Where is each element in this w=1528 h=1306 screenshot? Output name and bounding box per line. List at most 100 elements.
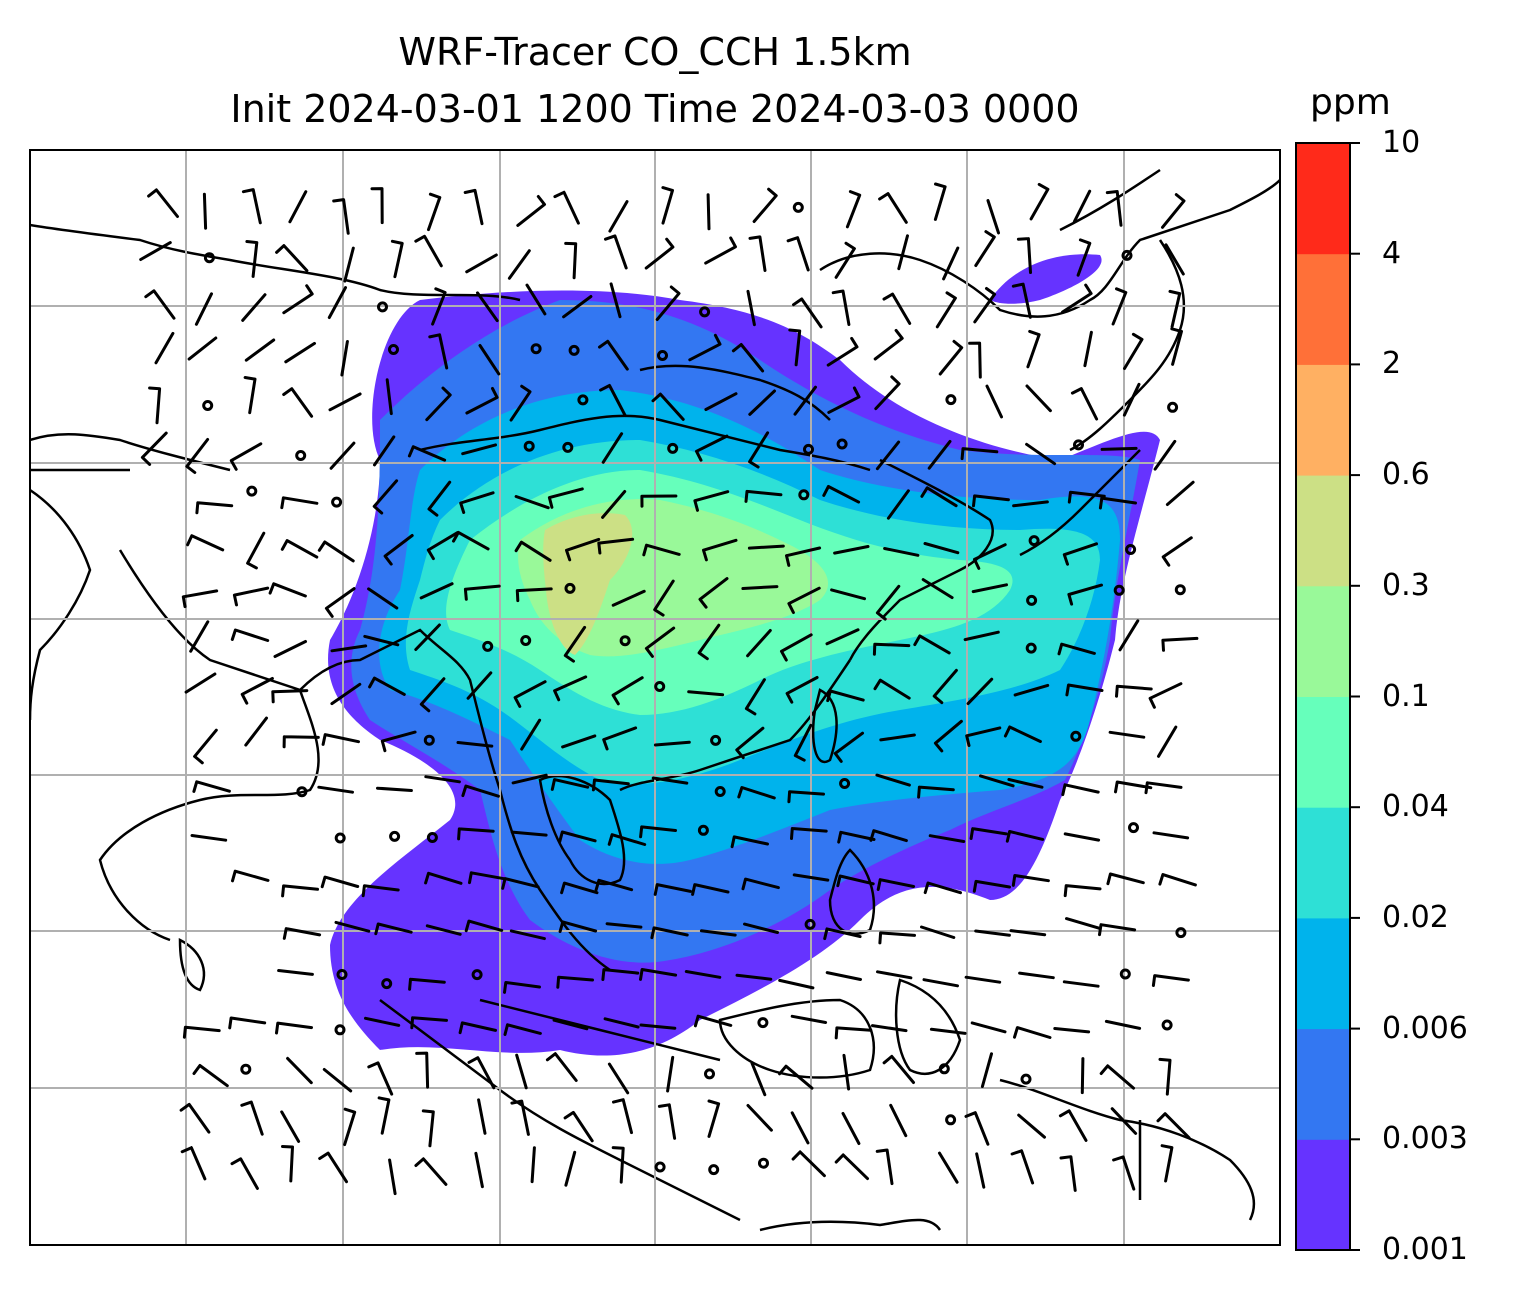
wind-barb	[825, 628, 860, 646]
wind-barb	[317, 540, 355, 563]
wind-barb	[735, 726, 765, 760]
wind-barb	[1098, 496, 1137, 510]
calm-wind-circle	[697, 824, 709, 836]
wind-barb	[1063, 884, 1102, 898]
wind-barb	[650, 926, 689, 940]
wind-barb	[611, 676, 644, 706]
wind-barb	[1156, 1112, 1191, 1140]
wind-barb	[970, 1021, 1007, 1034]
wind-barb	[464, 919, 504, 933]
wind-barb	[938, 1151, 959, 1184]
wind-barb	[666, 1055, 675, 1093]
wind-barb	[1017, 1113, 1046, 1139]
wind-barb	[826, 336, 859, 367]
wind-barb	[875, 1148, 894, 1186]
wind-barb	[1151, 974, 1190, 987]
wind-barb	[275, 1021, 313, 1035]
wind-barb	[415, 1051, 430, 1089]
calm-wind-circle	[426, 832, 438, 843]
wind-barb	[477, 1098, 487, 1135]
wind-barb	[923, 881, 962, 895]
calm-wind-circle	[708, 1164, 720, 1176]
wind-barb	[190, 834, 228, 842]
wind-barb	[1018, 971, 1055, 980]
wind-barb	[639, 825, 677, 839]
wind-barb	[280, 539, 319, 559]
wind-barb	[509, 384, 532, 422]
wind-barb	[607, 833, 647, 846]
wind-barb	[421, 1109, 435, 1148]
wind-barb	[655, 285, 681, 321]
wind-barb	[822, 485, 861, 504]
wind-barb	[1160, 1144, 1174, 1183]
wind-barb	[746, 629, 772, 658]
wind-barb	[704, 392, 738, 411]
wind-barb	[380, 730, 417, 753]
wind-barb	[787, 586, 821, 614]
wind-barb	[241, 188, 262, 225]
wind-barb	[530, 1146, 536, 1184]
colorbar-tick-label: 0.001	[1382, 1232, 1468, 1267]
wind-barb	[869, 829, 908, 843]
wind-barb	[1011, 874, 1050, 887]
wind-barb	[921, 578, 954, 600]
wind-barb	[228, 1016, 267, 1030]
wind-barb	[597, 537, 635, 555]
coastlines	[30, 168, 1280, 1232]
wind-barb	[419, 677, 446, 713]
wind-barb	[334, 920, 371, 933]
wind-barb	[823, 927, 862, 941]
wind-barb	[1053, 1027, 1091, 1034]
calm-wind-circle	[704, 1068, 715, 1080]
tracer-field	[328, 254, 1161, 1056]
wind-barb	[923, 542, 960, 555]
wind-barb	[611, 1146, 625, 1184]
calm-wind-circle	[331, 496, 343, 508]
wind-barb	[928, 834, 966, 843]
wind-barb	[699, 929, 737, 937]
wind-barb	[792, 873, 830, 882]
wind-barb	[1061, 283, 1093, 314]
wind-barb	[187, 336, 218, 361]
calm-wind-circle	[1026, 594, 1038, 606]
wind-barb	[282, 927, 322, 940]
calm-wind-circle	[246, 485, 258, 497]
wind-barb	[1005, 830, 1045, 843]
calm-wind-circle	[530, 343, 542, 355]
wind-barb	[461, 443, 497, 456]
wind-barb	[702, 538, 738, 562]
wind-barb	[691, 883, 730, 896]
wind-barb	[1010, 1149, 1035, 1185]
wind-barb	[320, 875, 360, 889]
wind-barb	[516, 195, 546, 227]
wind-barb	[476, 291, 499, 323]
wind-barb	[831, 289, 851, 326]
calm-wind-circle	[203, 252, 215, 264]
wind-barb	[556, 975, 594, 989]
wind-barb	[873, 678, 911, 700]
calm-wind-circle	[1125, 544, 1137, 555]
wind-barb	[563, 625, 587, 663]
wind-barb	[1161, 193, 1186, 229]
wind-barb	[836, 874, 875, 888]
calm-wind-circle	[1128, 822, 1139, 834]
wind-barb	[552, 1018, 589, 1031]
wind-barb	[827, 386, 861, 414]
wind-barb	[693, 1014, 733, 1028]
wind-barb	[367, 587, 399, 610]
wind-barb	[704, 236, 737, 265]
calm-wind-circle	[1175, 927, 1187, 939]
wind-barb	[388, 1158, 397, 1196]
wind-barb	[746, 1104, 773, 1132]
wind-barb	[564, 1150, 577, 1187]
colorbar-band	[1296, 1028, 1350, 1140]
wind-barb	[1059, 1155, 1077, 1192]
wind-barb	[688, 333, 722, 362]
wind-barb	[468, 871, 507, 885]
wind-barb	[886, 489, 910, 520]
wind-barb	[787, 790, 825, 804]
calm-wind-circle	[619, 635, 631, 647]
colorbar-unit-label: ppm	[1310, 82, 1391, 123]
wind-barb	[459, 491, 495, 514]
wind-barb	[565, 537, 601, 562]
